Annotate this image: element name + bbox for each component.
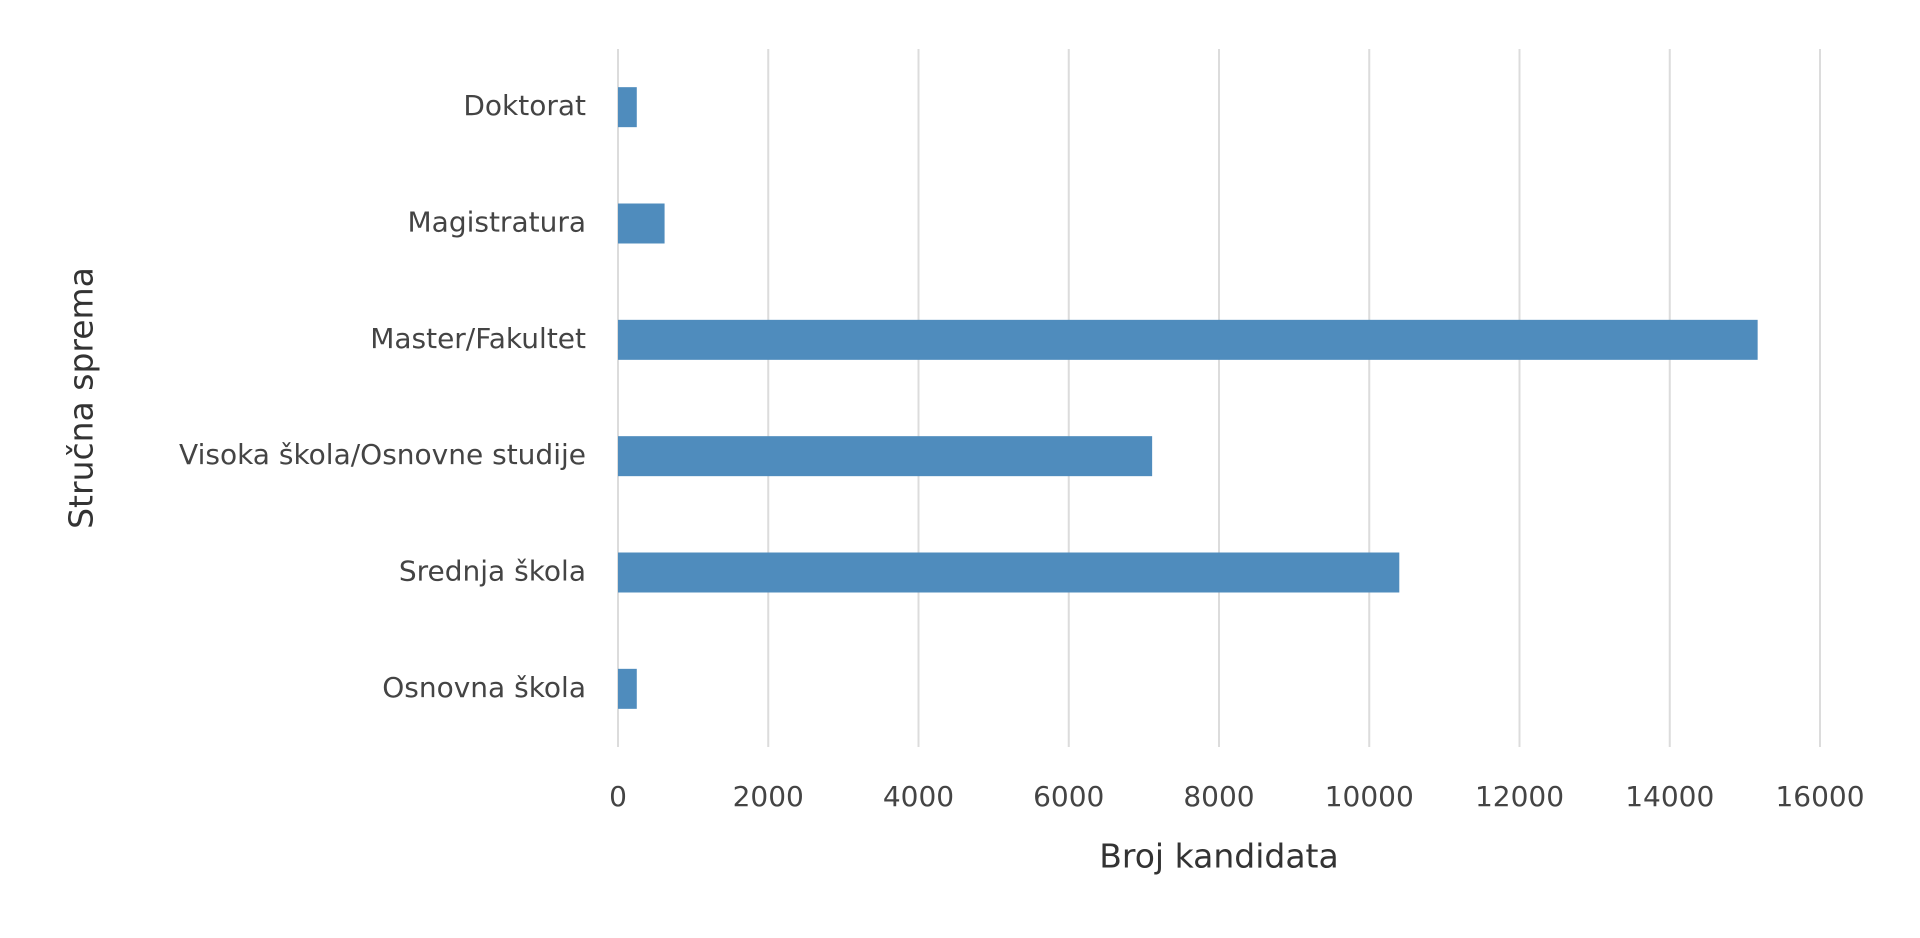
- x-tick-label: 10000: [1325, 780, 1414, 813]
- bar: [618, 203, 665, 244]
- x-tick-label: 16000: [1775, 780, 1864, 813]
- y-tick-label: Magistratura: [408, 206, 587, 239]
- bar: [618, 668, 637, 709]
- y-axis-title: Stručna sprema: [62, 267, 101, 529]
- x-tick-label: 4000: [883, 780, 954, 813]
- bar: [618, 87, 637, 128]
- x-tick-label: 8000: [1183, 780, 1254, 813]
- y-tick-label: Master/Fakultet: [370, 322, 586, 355]
- y-tick-label: Osnovna škola: [382, 671, 586, 704]
- x-tick-label: 6000: [1033, 780, 1104, 813]
- x-axis-title: Broj kandidata: [1099, 837, 1338, 876]
- bar: [618, 436, 1153, 477]
- y-tick-label: Doktorat: [463, 89, 586, 122]
- x-tick-label: 2000: [733, 780, 804, 813]
- y-tick-label: Visoka škola/Osnovne studije: [179, 438, 586, 471]
- bar: [618, 552, 1400, 593]
- y-tick-label: Srednja škola: [399, 555, 586, 588]
- x-tick-label: 12000: [1475, 780, 1564, 813]
- x-tick-label: 0: [609, 780, 627, 813]
- bar: [618, 319, 1758, 360]
- x-tick-label: 14000: [1625, 780, 1714, 813]
